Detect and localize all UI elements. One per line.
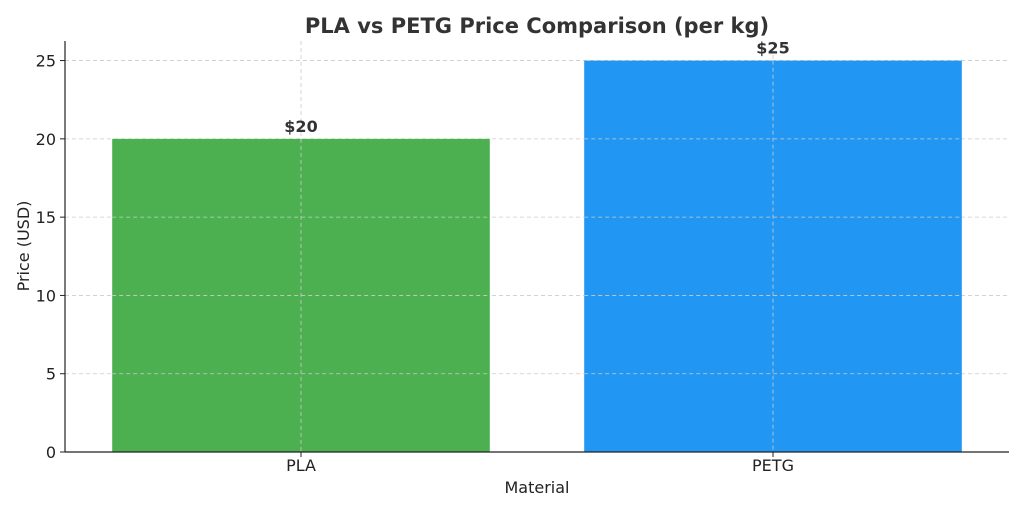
y-tick-label: 10: [36, 286, 56, 305]
y-tick-label: 20: [36, 130, 56, 149]
x-axis-title: Material: [505, 478, 570, 497]
y-tick-label: 5: [46, 365, 56, 384]
data-labels: $20 $25: [284, 39, 789, 136]
data-label-pla: $20: [284, 117, 317, 136]
x-tick-label: PETG: [752, 456, 794, 475]
chart-title: PLA vs PETG Price Comparison (per kg): [305, 14, 769, 38]
y-tick-label: 15: [36, 208, 56, 227]
y-axis-title: Price (USD): [14, 201, 33, 292]
y-tick-label: 0: [46, 443, 56, 462]
bars: [112, 60, 962, 452]
y-tick-label: 25: [36, 52, 56, 71]
ticks: 0 5 10 15 20 25 PLA PETG: [36, 52, 794, 475]
data-label-petg: $25: [756, 39, 789, 58]
axes: [64, 41, 1009, 453]
x-tick-label: PLA: [286, 456, 316, 475]
